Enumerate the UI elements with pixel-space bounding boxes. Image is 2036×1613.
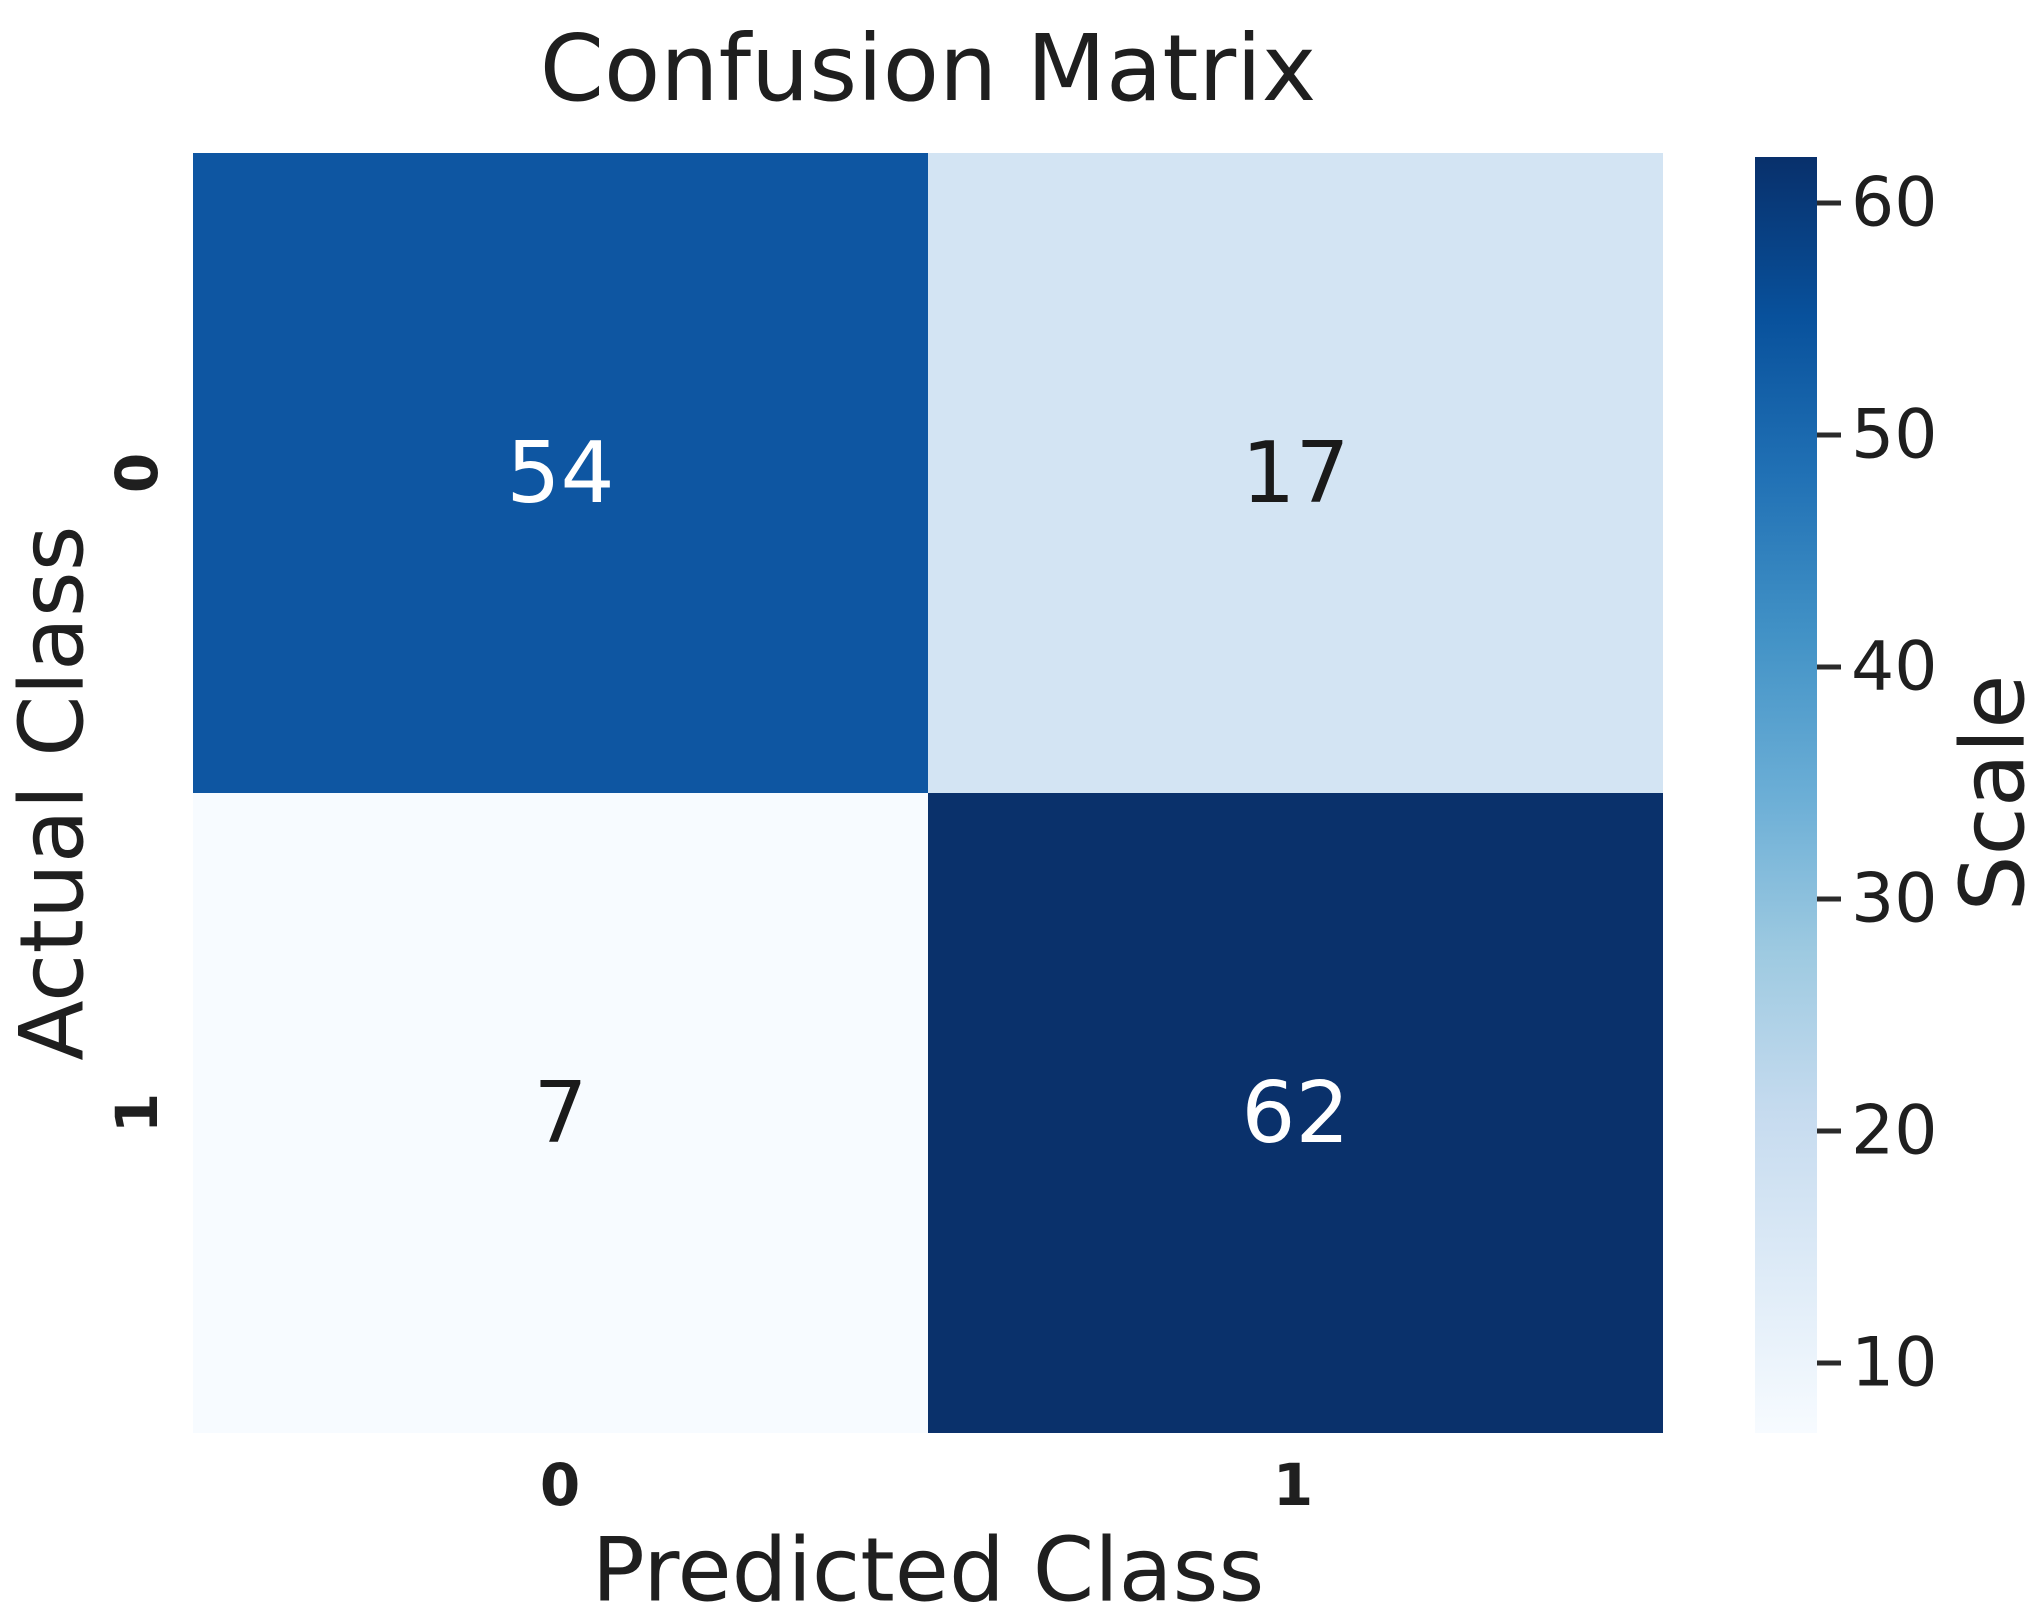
heatmap-cell-actual1-predicted1: 62 [928,793,1663,1433]
colorbar-tick-label: 60 [1851,163,1938,243]
colorbar-tick-label: 20 [1851,1091,1938,1171]
heatmap-cell-actual0-predicted0: 54 [193,153,928,793]
colorbar-tick-label: 50 [1851,395,1938,475]
colorbar-tick-mark [1817,432,1841,438]
chart-title: Confusion Matrix [539,15,1317,122]
colorbar-tick-mark [1817,1128,1841,1134]
colorbar-tick-label: 10 [1851,1323,1938,1403]
colorbar-tick-mark [1817,664,1841,670]
colorbar-tick-mark [1817,1360,1841,1366]
colorbar-label: Scale [1941,674,2036,912]
heatmap-cell-actual1-predicted0: 7 [193,793,928,1433]
heatmap: 54 17 7 62 [193,153,1663,1433]
y-axis-label: Actual Class [0,525,104,1061]
colorbar-tick-mark [1817,896,1841,902]
colorbar-tick-label: 30 [1851,859,1938,939]
x-tick-label-1: 1 [1272,1451,1314,1519]
colorbar-tick-mark [1817,200,1841,206]
y-tick-label-0: 0 [103,452,171,494]
colorbar-tick-label: 40 [1851,627,1938,707]
heatmap-cell-actual0-predicted1: 17 [928,153,1663,793]
x-axis-label: Predicted Class [591,1518,1265,1613]
y-tick-label-1: 1 [103,1092,171,1134]
colorbar-gradient [1755,157,1817,1433]
x-tick-label-0: 0 [539,1451,581,1519]
